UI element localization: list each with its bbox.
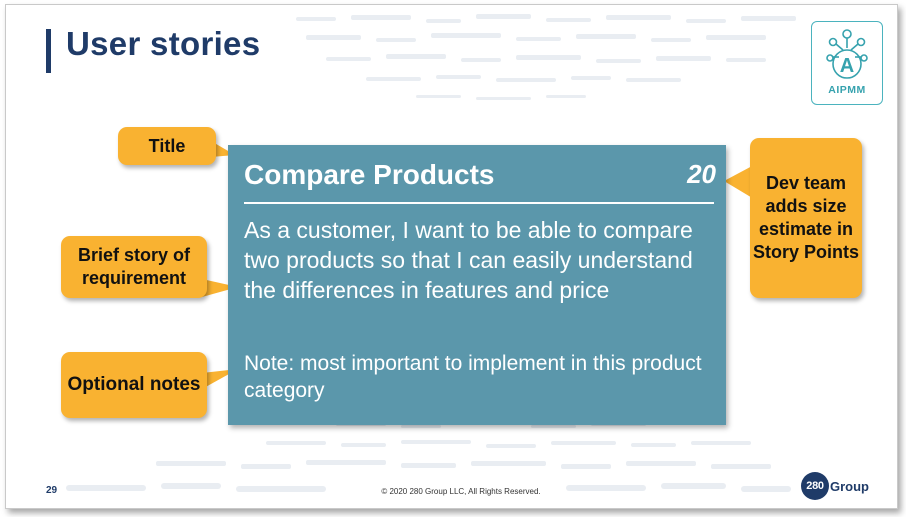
- callout-notes: Optional notes: [61, 352, 207, 418]
- callout-title-label: Title: [148, 135, 186, 156]
- network-a-icon: A: [826, 29, 868, 79]
- copyright-text: © 2020 280 Group LLC, All Rights Reserve…: [381, 487, 541, 496]
- title-accent-bar: [46, 29, 51, 73]
- callout-pointer-dev: [724, 165, 754, 199]
- callout-dev-team-label: Dev team adds size estimate in Story Poi…: [752, 173, 859, 262]
- story-note: Note: most important to implement in thi…: [244, 352, 702, 402]
- story-title: Compare Products: [244, 159, 495, 190]
- callout-story-label: Brief story of requirement: [77, 245, 191, 288]
- callout-pointer-story: [202, 279, 238, 297]
- story-description: As a customer, I want to be able to comp…: [244, 217, 693, 303]
- decorative-dash-pattern-top: [296, 14, 796, 100]
- aipmm-logo: A AIPMM: [811, 21, 883, 105]
- callout-dev-team: Dev team adds size estimate in Story Poi…: [750, 138, 862, 298]
- callout-notes-label: Optional notes: [67, 374, 201, 395]
- slide: User stories A AIPMM: [5, 4, 898, 509]
- company-logo-number: 280: [801, 472, 829, 500]
- company-logo-word: Group: [830, 478, 869, 494]
- page-title: User stories: [66, 25, 261, 62]
- user-story-card: Compare Products 20 As a customer, I wan…: [228, 145, 726, 425]
- story-divider: [244, 202, 714, 204]
- slide-number: 29: [46, 485, 58, 496]
- callout-story: Brief story of requirement: [61, 236, 207, 298]
- story-points: 20: [687, 159, 716, 189]
- callout-title: Title: [118, 127, 216, 165]
- company-logo: 280 Group: [801, 470, 869, 502]
- logo-text: AIPMM: [828, 84, 866, 96]
- svg-text:A: A: [840, 55, 854, 77]
